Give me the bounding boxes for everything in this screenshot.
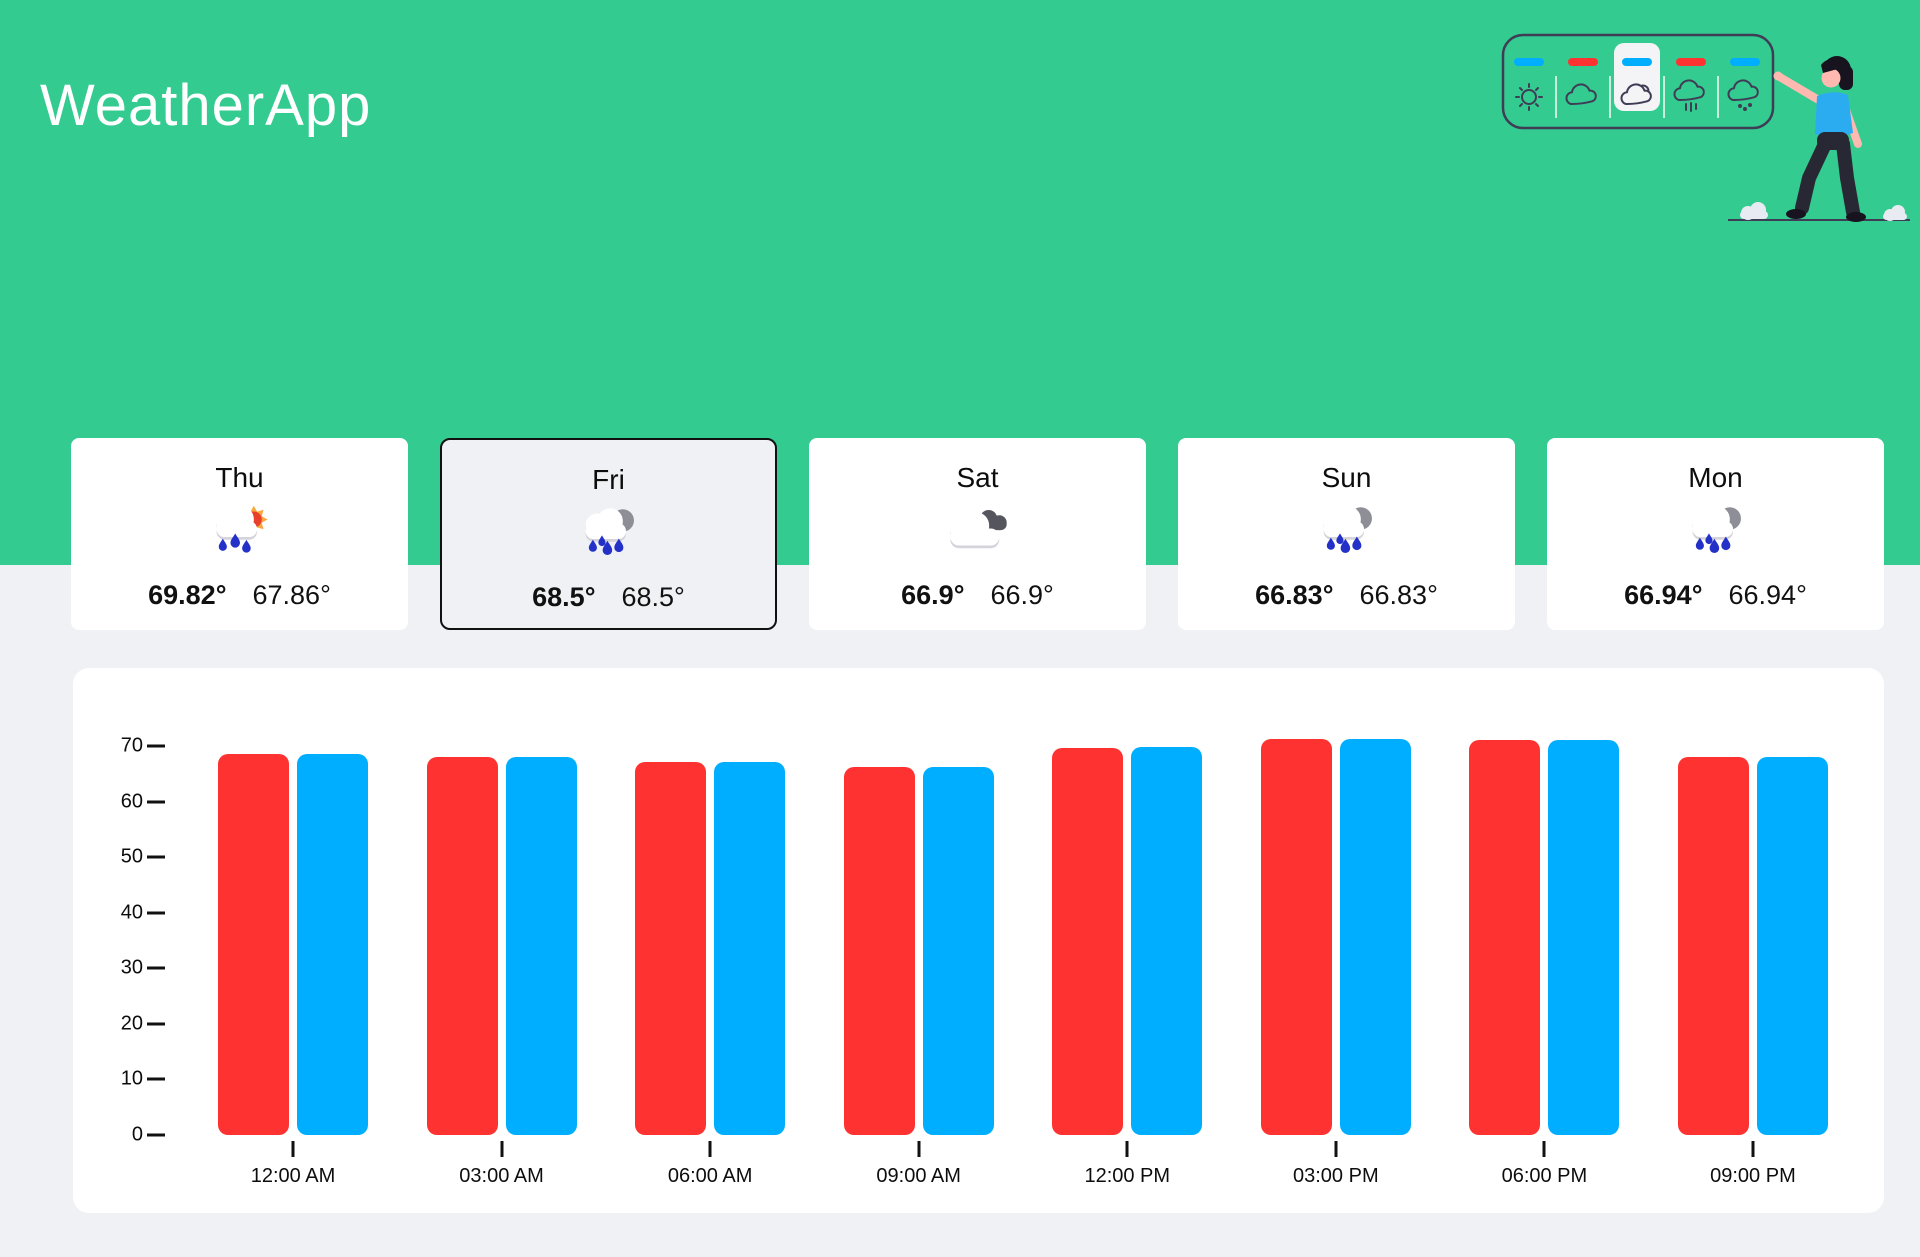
app-title: WeatherApp — [40, 73, 372, 138]
sun-icon — [1515, 83, 1543, 111]
cloud-icon — [1565, 83, 1597, 106]
x-tick-label: 09:00 PM — [1710, 1165, 1796, 1187]
y-tick-mark — [147, 1022, 165, 1026]
red-bar — [1469, 740, 1541, 1135]
temp-max: 69.82° — [148, 580, 227, 610]
temp-min: 67.86° — [252, 580, 331, 610]
x-tick-mark — [1542, 1141, 1546, 1157]
y-tick-mark — [147, 1077, 165, 1081]
rain-moon-icon — [575, 500, 643, 560]
bar-group: 12:00 AM — [218, 668, 368, 1187]
bar-group: 09:00 AM — [843, 668, 994, 1187]
y-tick-mark — [147, 800, 165, 804]
hourly-chart-panel: 0 10 20 30 40 50 60 70 12:00 AM 03:00 AM 06:00 AM… — [73, 668, 1884, 1213]
red-bar — [1260, 739, 1332, 1135]
clouds-icon — [944, 498, 1012, 558]
blue-bar — [1756, 756, 1828, 1135]
x-tick-label: 06:00 AM — [667, 1165, 753, 1187]
day-name: Fri — [592, 464, 625, 495]
blue-bar — [714, 761, 786, 1135]
y-axis: 0 10 20 30 40 50 60 70 — [73, 668, 165, 1213]
red-bar — [218, 754, 289, 1135]
rain-moon-icon — [1682, 498, 1750, 558]
rain-sun-icon — [206, 498, 274, 558]
illustration-widget-panel — [1501, 33, 1775, 130]
y-tick-mark — [147, 1133, 165, 1137]
y-tick-mark — [147, 855, 165, 859]
temp-min: 66.9° — [990, 580, 1054, 610]
x-tick-mark — [500, 1141, 504, 1157]
bar-group: 12:00 PM — [1052, 668, 1203, 1187]
y-tick-label: 40 — [120, 901, 143, 924]
temp-max: 66.9° — [901, 580, 965, 610]
widget-bars — [1514, 58, 1760, 66]
x-tick-label: 06:00 PM — [1501, 1165, 1588, 1187]
blue-bar — [1131, 747, 1203, 1135]
day-name: Sat — [956, 462, 999, 493]
blue-bar — [1548, 739, 1620, 1135]
blue-bar — [1339, 738, 1411, 1135]
day-card-mon[interactable]: Mon 66.94° 66.94° — [1547, 438, 1884, 630]
day-card-sun[interactable]: Sun 66.83° 66.83° — [1178, 438, 1515, 630]
ground-cloud — [1740, 202, 1907, 221]
red-bar — [426, 757, 498, 1135]
day-card-sat[interactable]: Sat 66.9° 66.9° — [809, 438, 1146, 630]
bar-group: 09:00 PM — [1677, 668, 1828, 1187]
day-name: Thu — [215, 462, 264, 493]
blue-bar — [297, 753, 368, 1135]
y-tick-label: 70 — [120, 734, 143, 757]
y-tick-label: 50 — [120, 845, 143, 868]
rain-cloud-icon — [1673, 79, 1705, 112]
blue-bar — [922, 766, 994, 1135]
red-bar — [635, 762, 707, 1135]
temp-max: 66.94° — [1624, 580, 1703, 610]
x-tick-mark — [1334, 1141, 1338, 1157]
x-tick-mark — [1125, 1141, 1129, 1157]
red-bar — [1052, 748, 1124, 1135]
bar-group: 03:00 AM — [426, 668, 577, 1187]
x-tick-label: 03:00 AM — [459, 1165, 544, 1187]
temp-min: 66.94° — [1728, 580, 1807, 610]
day-name: Mon — [1688, 462, 1743, 493]
blue-bar — [505, 756, 577, 1135]
rain-moon-icon — [1313, 498, 1381, 558]
temp-min: 66.83° — [1359, 580, 1438, 610]
bar-group: 03:00 PM — [1260, 668, 1411, 1187]
red-bar — [1677, 757, 1749, 1135]
person-figure — [1773, 56, 1866, 222]
y-tick-mark — [147, 744, 165, 748]
day-name: Sun — [1321, 462, 1372, 493]
snow-cloud-icon — [1727, 79, 1759, 111]
x-tick-label: 09:00 AM — [876, 1165, 961, 1187]
forecast-cards-row: Thu 69.82° 67.86° Fri 68.5° 68.5° Sat 66… — [71, 438, 1884, 630]
weather-illustration — [1501, 33, 1910, 222]
red-bar — [843, 767, 915, 1135]
x-tick-label: 12:00 PM — [1084, 1165, 1171, 1187]
y-tick-label: 30 — [120, 956, 143, 979]
day-card-fri[interactable]: Fri 68.5° 68.5° — [440, 438, 777, 630]
y-tick-label: 10 — [120, 1067, 143, 1090]
bar-group: 06:00 PM — [1469, 668, 1620, 1187]
x-tick-label: 03:00 PM — [1293, 1165, 1379, 1187]
x-tick-label: 12:00 AM — [250, 1165, 336, 1187]
temp-max: 68.5° — [532, 582, 596, 612]
y-tick-label: 20 — [120, 1012, 143, 1035]
temp-min: 68.5° — [621, 582, 685, 612]
bar-group: 06:00 AM — [635, 668, 786, 1187]
y-tick-mark — [147, 966, 165, 970]
x-tick-mark — [917, 1141, 921, 1157]
x-tick-mark — [1751, 1141, 1755, 1157]
y-tick-label: 0 — [131, 1123, 143, 1146]
y-tick-mark — [147, 911, 165, 915]
chart-plot: 12:00 AM 03:00 AM 06:00 AM 09:00 AM 12:00 PM… — [218, 668, 1828, 1187]
x-tick-mark — [708, 1141, 712, 1157]
x-tick-mark — [291, 1141, 295, 1157]
temp-max: 66.83° — [1255, 580, 1334, 610]
cloud-sun-icon — [1620, 83, 1652, 106]
day-card-thu[interactable]: Thu 69.82° 67.86° — [71, 438, 408, 630]
y-tick-label: 60 — [120, 790, 143, 813]
